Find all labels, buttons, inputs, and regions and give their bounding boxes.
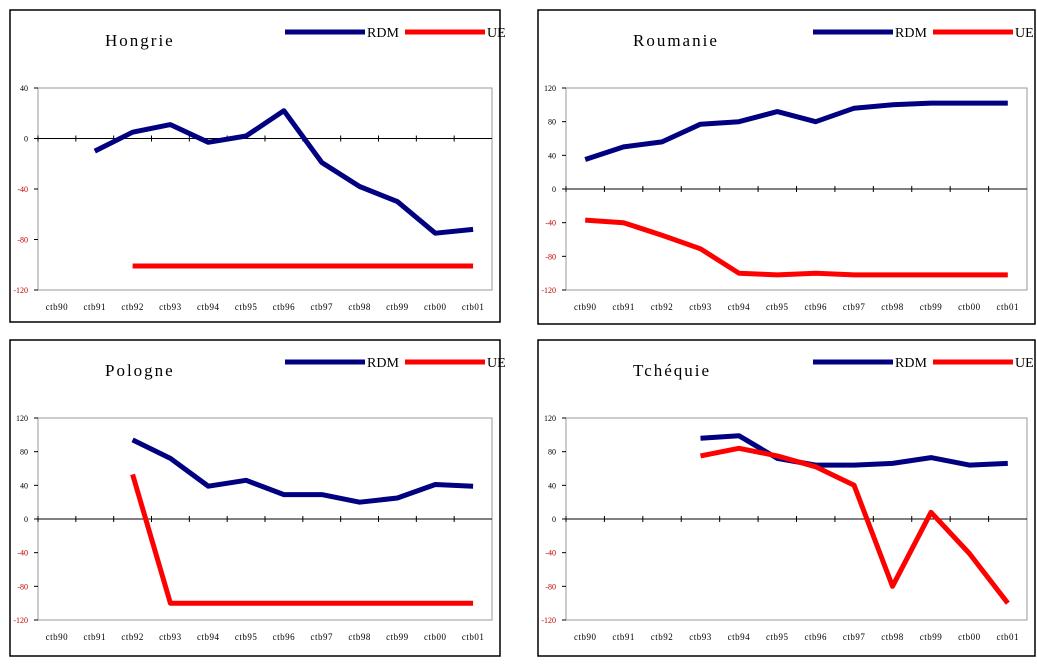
- x-tick-label: ctb01: [462, 632, 485, 642]
- data-line: [700, 445, 1010, 605]
- legend-label: UE: [487, 356, 506, 371]
- legend-label: UE: [1015, 26, 1034, 41]
- x-tick-label: ctb96: [273, 302, 296, 312]
- x-tick-label: ctb94: [197, 632, 220, 642]
- x-tick-label: ctb97: [843, 632, 866, 642]
- x-tick-label: ctb98: [881, 632, 904, 642]
- x-tick-label: ctb96: [804, 302, 827, 312]
- x-tick-label: ctb99: [920, 632, 943, 642]
- x-tick-label: ctb90: [574, 302, 597, 312]
- data-line: [585, 217, 1008, 278]
- legend-label: RDM: [367, 26, 399, 41]
- x-tick-label: ctb92: [121, 632, 144, 642]
- y-tick-label: 40: [548, 151, 556, 160]
- y-tick-label: 80: [548, 118, 556, 127]
- panel-border: [9, 339, 501, 657]
- x-tick-label: ctb91: [84, 632, 107, 642]
- y-tick-label: -80: [545, 582, 556, 591]
- x-tick-label: ctb00: [424, 302, 447, 312]
- x-tick-label: ctb94: [197, 302, 220, 312]
- y-tick-label: 0: [24, 515, 28, 524]
- y-tick-label: -40: [545, 219, 556, 228]
- y-tick-label: 40: [20, 481, 28, 490]
- chart-title: Roumanie: [633, 31, 719, 50]
- y-tick-label: -120: [541, 616, 556, 625]
- legend-label: RDM: [895, 26, 927, 41]
- plot-area: [37, 87, 493, 291]
- data-line: [700, 433, 1008, 468]
- chart-title: Tchéquie: [633, 361, 711, 380]
- y-tick-label: -120: [541, 286, 556, 295]
- panel-border: [537, 339, 1036, 657]
- y-tick-label: 120: [544, 84, 556, 93]
- x-tick-label: ctb97: [311, 632, 334, 642]
- y-tick-label: -40: [17, 185, 28, 194]
- x-tick-label: ctb98: [348, 302, 371, 312]
- x-tick-label: ctb97: [311, 302, 334, 312]
- y-tick-label: -120: [13, 286, 28, 295]
- x-tick-label: ctb01: [462, 302, 485, 312]
- data-line: [131, 437, 474, 505]
- panel-border: [537, 9, 1036, 325]
- y-tick-label: -120: [13, 616, 28, 625]
- x-tick-label: ctb00: [424, 632, 447, 642]
- x-tick-label: ctb99: [920, 302, 943, 312]
- x-tick-label: ctb93: [159, 632, 182, 642]
- x-tick-label: ctb91: [612, 302, 635, 312]
- x-tick-label: ctb96: [273, 632, 296, 642]
- x-tick-label: ctb94: [728, 632, 751, 642]
- data-line: [93, 108, 474, 236]
- data-line: [584, 100, 1008, 162]
- y-tick-label: 80: [548, 448, 556, 457]
- chart-title: Hongrie: [105, 31, 175, 50]
- x-tick-label: ctb93: [159, 302, 182, 312]
- x-tick-label: ctb90: [574, 632, 597, 642]
- legend-label: UE: [487, 26, 506, 41]
- x-tick-label: ctb00: [958, 632, 981, 642]
- y-tick-label: 40: [548, 481, 556, 490]
- x-tick-label: ctb99: [386, 302, 409, 312]
- y-tick-label: 80: [20, 448, 28, 457]
- legend-label: UE: [1015, 356, 1034, 371]
- y-tick-label: -80: [17, 236, 28, 245]
- x-tick-label: ctb90: [46, 632, 69, 642]
- x-tick-label: ctb90: [46, 302, 69, 312]
- x-tick-label: ctb93: [689, 302, 712, 312]
- y-tick-label: 120: [544, 414, 556, 423]
- x-tick-label: ctb92: [651, 302, 674, 312]
- x-tick-label: ctb97: [843, 302, 866, 312]
- x-tick-label: ctb01: [997, 632, 1020, 642]
- x-tick-label: ctb93: [689, 632, 712, 642]
- x-tick-label: ctb95: [235, 632, 258, 642]
- x-tick-label: ctb99: [386, 632, 409, 642]
- x-tick-label: ctb01: [997, 302, 1020, 312]
- y-tick-label: 0: [552, 515, 556, 524]
- y-tick-label: -80: [17, 582, 28, 591]
- x-tick-label: ctb94: [728, 302, 751, 312]
- legend-label: RDM: [367, 356, 399, 371]
- y-tick-label: -80: [545, 252, 556, 261]
- y-tick-label: 0: [552, 185, 556, 194]
- x-tick-label: ctb92: [121, 302, 144, 312]
- y-tick-label: -40: [17, 549, 28, 558]
- x-tick-label: ctb98: [348, 632, 371, 642]
- x-tick-label: ctb95: [235, 302, 258, 312]
- x-tick-label: ctb96: [804, 632, 827, 642]
- chart-title: Pologne: [105, 361, 175, 380]
- panel-border: [9, 9, 501, 323]
- x-tick-label: ctb91: [612, 632, 635, 642]
- legend-label: RDM: [895, 356, 927, 371]
- y-tick-label: 0: [24, 135, 28, 144]
- data-line: [130, 473, 474, 606]
- x-tick-label: ctb92: [651, 632, 674, 642]
- y-tick-label: -40: [545, 549, 556, 558]
- x-tick-label: ctb95: [766, 302, 789, 312]
- x-tick-label: ctb95: [766, 632, 789, 642]
- x-tick-label: ctb91: [84, 302, 107, 312]
- y-tick-label: 40: [20, 84, 28, 93]
- x-tick-label: ctb00: [958, 302, 981, 312]
- y-tick-label: 120: [16, 414, 28, 423]
- x-tick-label: ctb98: [881, 302, 904, 312]
